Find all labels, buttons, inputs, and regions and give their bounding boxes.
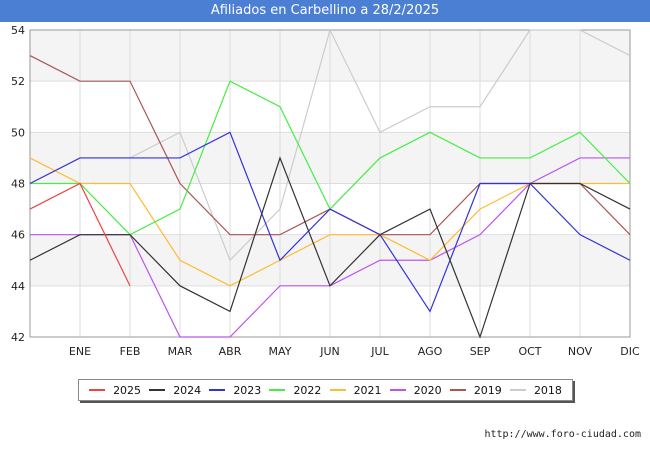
y-tick-label: 54 [11, 24, 25, 37]
x-tick-label: DIC [620, 345, 640, 358]
legend-item-2022: 2022 [269, 384, 321, 397]
legend-swatch [509, 389, 526, 391]
x-tick-label: ABR [219, 345, 242, 358]
series-line-2024 [29, 156, 631, 339]
x-tick-label: JUN [319, 345, 340, 358]
y-tick-label: 42 [11, 331, 25, 344]
legend-label: 2020 [413, 383, 442, 397]
legend-label: 2019 [473, 383, 502, 397]
legend-swatch [449, 389, 466, 391]
x-tick-label: OCT [518, 345, 541, 358]
x-tick-label: AGO [418, 345, 443, 358]
source-footer: http://www.foro-ciudad.com [484, 429, 641, 440]
x-tick-label: MAY [269, 345, 292, 358]
x-tick-label: FEB [120, 345, 141, 358]
legend-label: 2023 [233, 383, 262, 397]
legend-swatch [209, 389, 226, 391]
series-line-2025 [29, 182, 131, 287]
y-tick-label: 52 [11, 75, 25, 88]
legend-label: 2021 [353, 383, 382, 397]
y-tick-label: 48 [11, 178, 25, 191]
legend-swatch [89, 389, 106, 391]
legend-item-2021: 2021 [329, 383, 382, 397]
chart-title: Afiliados en Carbellino a 28/2/2025 [0, 0, 650, 22]
legend-item-2019: 2019 [449, 383, 502, 397]
legend-swatch [389, 389, 406, 391]
legend-swatch [329, 389, 346, 391]
x-tick-label: NOV [568, 345, 593, 358]
x-tick-label: ENE [69, 345, 91, 358]
y-tick-label: 44 [11, 280, 25, 293]
x-tick-label: MAR [168, 345, 193, 358]
legend-swatch [269, 389, 286, 391]
legend-item-2025: 2025 [89, 384, 141, 397]
legend-swatch [149, 389, 166, 391]
legend-item-2018: 2018 [509, 383, 562, 397]
legend-label: 2018 [533, 383, 562, 397]
y-tick-label: 46 [11, 229, 25, 242]
legend-label: 2022 [293, 383, 322, 397]
x-tick-label: SEP [470, 345, 491, 358]
legend-label: 2025 [113, 383, 142, 397]
legend-item-2024: 2024 [149, 384, 201, 397]
y-tick-label: 50 [11, 126, 25, 139]
chart-legend: 2025 2024 2023 2022 2021 2020 2019 2018 [78, 379, 573, 401]
legend-item-2023: 2023 [209, 384, 261, 397]
legend-label: 2024 [173, 383, 202, 397]
legend-item-2020: 2020 [389, 383, 442, 397]
x-tick-label: JUL [370, 345, 389, 358]
